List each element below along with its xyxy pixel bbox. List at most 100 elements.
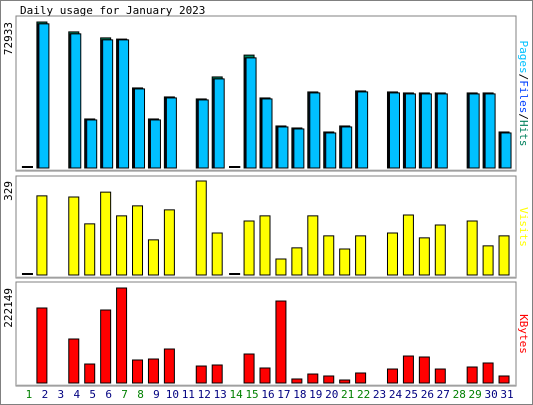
y-tick-label: 72933	[2, 22, 15, 55]
x-tick-label: 22	[357, 388, 370, 401]
bar	[259, 367, 271, 384]
bar	[386, 368, 398, 384]
bar	[500, 132, 512, 169]
bar	[68, 196, 80, 276]
bar	[259, 215, 271, 276]
x-tick-label: 30	[484, 388, 497, 401]
bar	[132, 359, 144, 384]
x-tick-label: 19	[309, 388, 322, 401]
bar	[261, 98, 273, 169]
bar	[498, 375, 510, 384]
legend-entry: KBytes	[517, 314, 530, 354]
bar	[116, 215, 128, 276]
legend-entry: Files	[517, 80, 530, 113]
chart-title: Daily usage for January 2023	[20, 4, 205, 17]
bar	[70, 33, 82, 169]
bar	[307, 373, 319, 384]
x-tick-label: 3	[58, 388, 65, 401]
x-tick-label: 28	[453, 388, 466, 401]
bar	[402, 214, 414, 276]
x-tick-label: 6	[105, 388, 112, 401]
bar	[243, 220, 255, 276]
x-tick-label: 1	[26, 388, 33, 401]
bar	[163, 209, 175, 276]
x-tick-label: 13	[214, 388, 227, 401]
x-tick-label: 24	[389, 388, 403, 401]
x-tick-label: 25	[405, 388, 418, 401]
bar	[245, 57, 257, 169]
bar	[275, 258, 287, 276]
legend-separator: /	[517, 74, 530, 81]
x-tick-label: 9	[153, 388, 160, 401]
bar	[420, 93, 432, 169]
bar	[434, 224, 446, 276]
bar	[402, 355, 414, 384]
bar	[132, 205, 144, 276]
x-tick-label: 20	[325, 388, 338, 401]
bar	[291, 247, 303, 276]
bar	[386, 232, 398, 276]
legend-entry: Visits	[517, 207, 530, 247]
bar	[68, 338, 80, 384]
bar	[275, 300, 287, 384]
bar	[307, 215, 319, 276]
x-tick-label: 11	[182, 388, 195, 401]
bar	[163, 348, 175, 384]
bar	[38, 23, 50, 169]
bar	[118, 39, 130, 169]
bar	[468, 93, 480, 169]
bar	[355, 235, 367, 276]
bar	[482, 245, 494, 276]
bar	[195, 365, 207, 384]
bar	[195, 180, 207, 276]
x-tick-label: 12	[198, 388, 211, 401]
x-tick-label: 31	[500, 388, 513, 401]
x-tick-label: 23	[373, 388, 386, 401]
bar	[197, 99, 209, 169]
x-tick-label: 21	[341, 388, 354, 401]
bar	[147, 358, 159, 384]
bar	[243, 353, 255, 384]
bar	[436, 93, 448, 169]
x-tick-label: 27	[437, 388, 450, 401]
bar	[165, 97, 177, 169]
bar	[86, 119, 98, 169]
bar	[116, 287, 128, 384]
bar	[357, 91, 369, 169]
y-tick-label: 329	[2, 181, 15, 201]
bar	[418, 356, 430, 384]
x-tick-label: 29	[469, 388, 482, 401]
bar	[418, 237, 430, 276]
x-tick-label: 16	[261, 388, 274, 401]
x-tick-label: 10	[166, 388, 179, 401]
legend-entry: Hits	[517, 120, 530, 147]
x-tick-label: 5	[89, 388, 96, 401]
bar	[404, 93, 416, 169]
bar	[36, 307, 48, 384]
x-tick-label: 15	[245, 388, 258, 401]
legend: Pages/Files/Hits	[517, 41, 530, 147]
legend-entry: Pages	[517, 41, 530, 74]
x-tick-label: 18	[293, 388, 306, 401]
bar	[388, 92, 400, 169]
bar	[277, 126, 289, 169]
bar	[100, 191, 112, 276]
x-tick-label: 2	[42, 388, 49, 401]
bar	[211, 232, 223, 276]
x-tick-label: 17	[277, 388, 290, 401]
bar	[323, 235, 335, 276]
x-tick-label: 7	[121, 388, 128, 401]
bar	[325, 132, 337, 169]
bar	[498, 235, 510, 276]
bar	[293, 128, 305, 169]
y-tick-label: 222149	[2, 288, 15, 328]
bar	[147, 239, 159, 276]
bar	[102, 39, 114, 169]
legend: Visits	[517, 207, 530, 247]
bar	[84, 363, 96, 384]
x-tick-label: 14	[230, 388, 244, 401]
legend-separator: /	[517, 113, 530, 120]
bar	[84, 223, 96, 276]
bar	[323, 375, 335, 384]
